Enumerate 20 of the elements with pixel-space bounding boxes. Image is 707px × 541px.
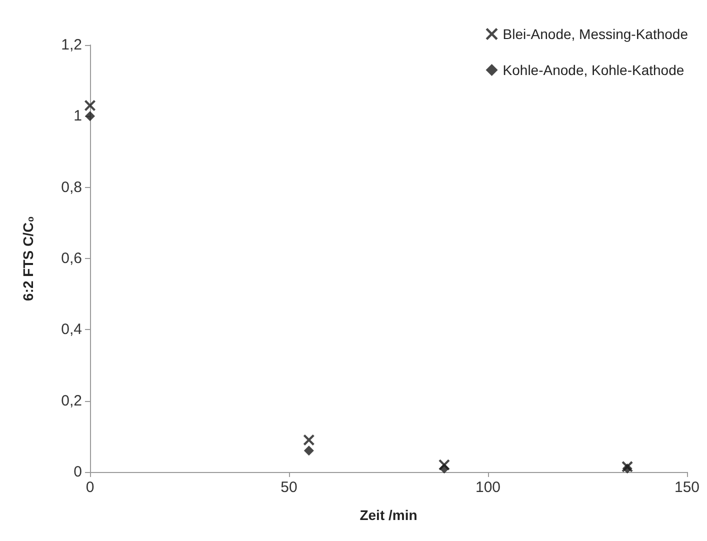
y-tick-label: 0 bbox=[74, 464, 82, 480]
point bbox=[85, 111, 95, 122]
y-tick-label: 0,6 bbox=[61, 250, 82, 267]
x-tick-label: 0 bbox=[86, 479, 94, 496]
point bbox=[304, 446, 314, 456]
y-tick-label: 1 bbox=[74, 108, 82, 125]
x-tick-label: 100 bbox=[475, 479, 501, 496]
point bbox=[303, 434, 314, 446]
x-axis-title: Zeit /min bbox=[360, 507, 418, 523]
y-tick-label: 1,2 bbox=[61, 36, 82, 54]
y-tick-label: 0,2 bbox=[61, 392, 82, 410]
point bbox=[84, 100, 96, 111]
y-axis-title: 6:2 FTS C/C₀ bbox=[20, 216, 36, 301]
x-tick-label: 150 bbox=[674, 479, 700, 496]
y-tick-label: 0,4 bbox=[61, 321, 82, 338]
y-tick-label: 0,8 bbox=[61, 178, 82, 196]
legend-label: Kohle-Anode, Kohle-Kathode bbox=[502, 62, 684, 78]
x-tick-label: 50 bbox=[280, 479, 298, 496]
point bbox=[439, 463, 450, 474]
legend-label: Blei-Anode, Messing-Kathode bbox=[502, 26, 688, 42]
